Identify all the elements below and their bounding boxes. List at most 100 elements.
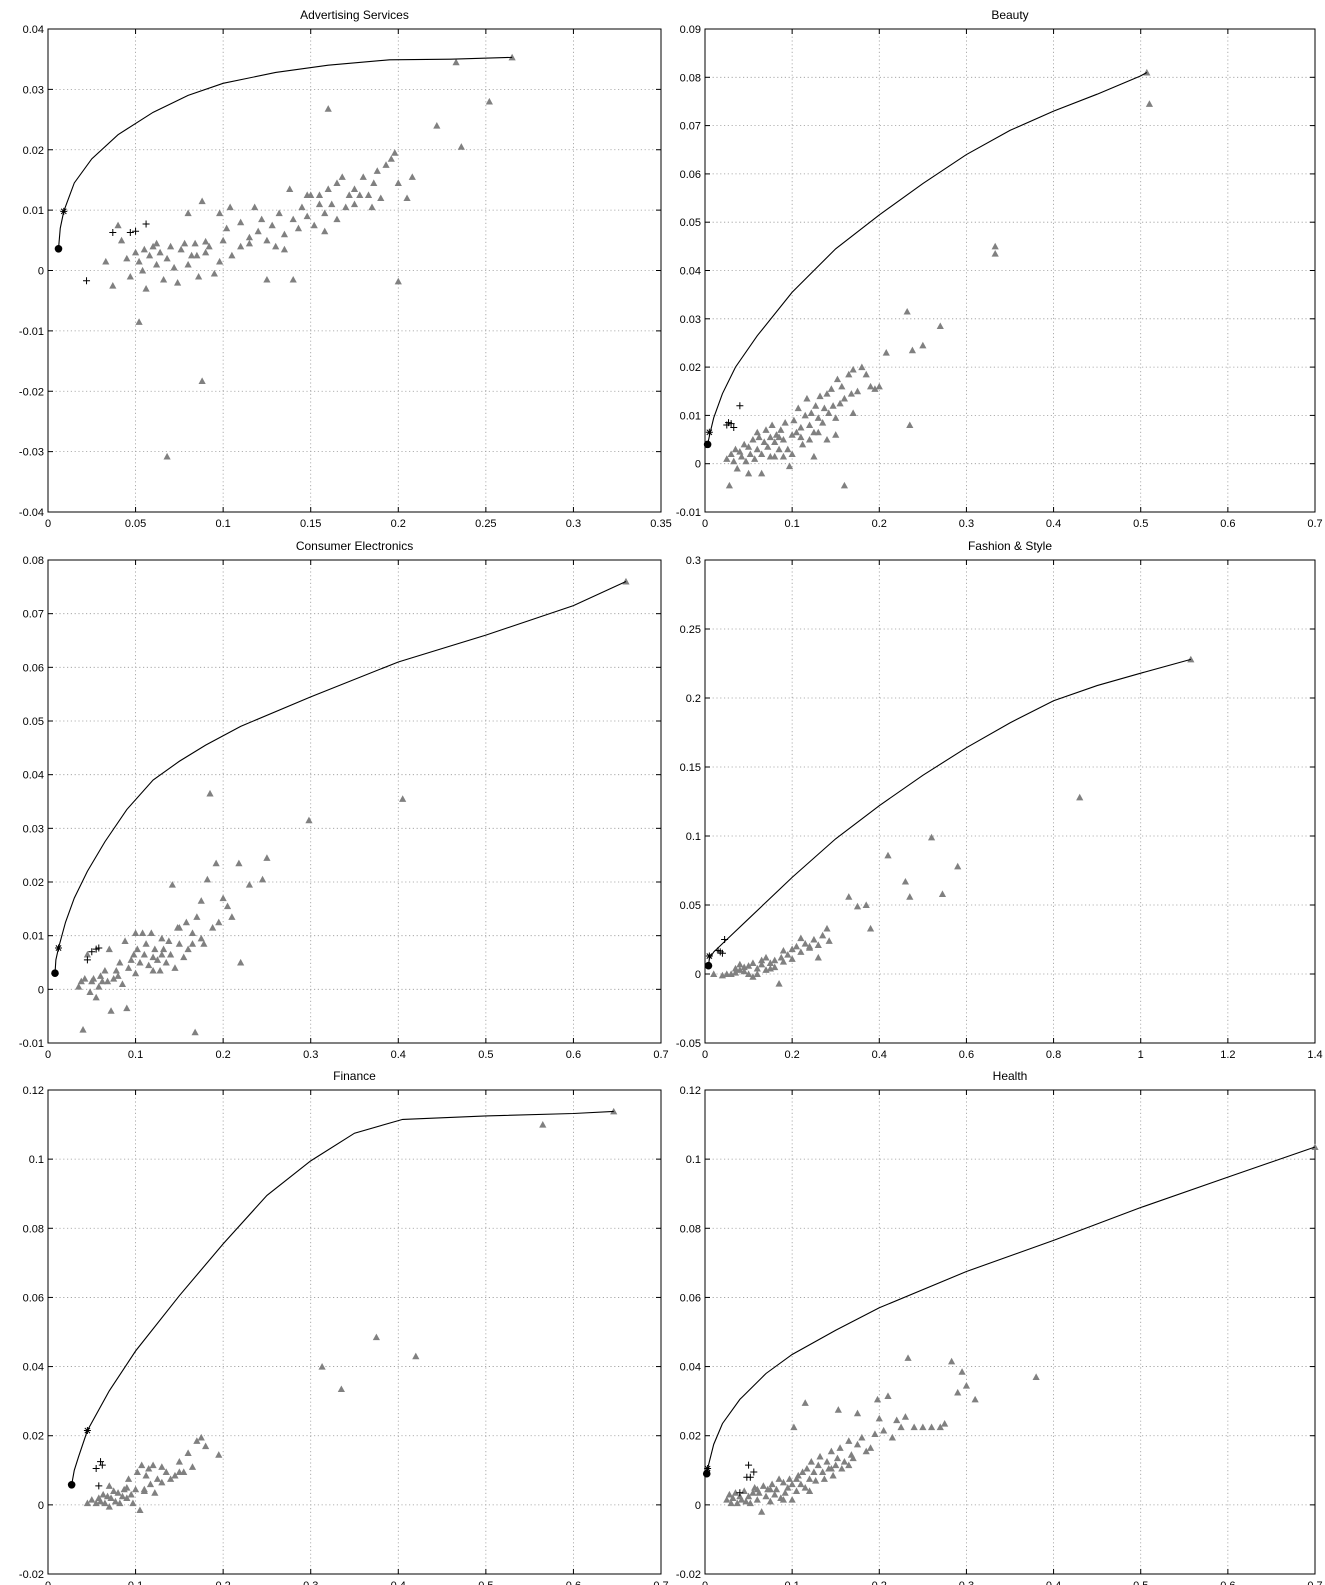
triangle-point bbox=[873, 1395, 882, 1403]
triangle-point bbox=[792, 428, 801, 436]
triangle-point bbox=[105, 945, 113, 953]
triangle-point bbox=[215, 1451, 223, 1458]
triangle-point bbox=[751, 455, 759, 462]
y-tick-label: 0.08 bbox=[680, 1223, 701, 1235]
triangle-point bbox=[840, 394, 849, 402]
triangle-point bbox=[880, 1426, 888, 1434]
grid bbox=[705, 560, 1315, 1043]
triangle-point bbox=[819, 1468, 827, 1476]
triangle-point bbox=[237, 958, 245, 966]
triangle-point bbox=[749, 959, 757, 966]
triangle-point bbox=[1311, 1143, 1319, 1151]
triangle-point bbox=[875, 382, 883, 390]
triangle-point bbox=[83, 1499, 92, 1507]
triangle-point bbox=[142, 1471, 150, 1479]
triangle-point bbox=[788, 945, 796, 953]
y-tick-label: 0.02 bbox=[680, 1431, 701, 1443]
triangle-point bbox=[294, 224, 303, 232]
x-tick-label: 0.4 bbox=[1046, 518, 1061, 530]
triangle-point bbox=[794, 404, 802, 412]
y-tick-label: 0.25 bbox=[680, 624, 701, 636]
plus-marker bbox=[83, 956, 91, 964]
x-tick-label: 0.4 bbox=[872, 1049, 887, 1061]
triangle-point bbox=[321, 227, 329, 235]
triangle-point bbox=[126, 272, 134, 280]
triangle-point bbox=[753, 964, 761, 972]
triangle-point bbox=[202, 1442, 210, 1450]
triangle-point bbox=[884, 851, 892, 859]
triangle-point bbox=[749, 973, 757, 980]
triangle-point bbox=[118, 1492, 127, 1500]
triangle-point bbox=[744, 469, 753, 477]
triangle-point bbox=[819, 419, 827, 426]
triangle-point bbox=[845, 893, 853, 900]
x-tick-label: 0.2 bbox=[215, 1580, 230, 1585]
triangle-point bbox=[723, 970, 731, 977]
triangle-point bbox=[114, 221, 122, 229]
y-tick-label: -0.01 bbox=[676, 507, 701, 519]
plus-marker bbox=[736, 1489, 744, 1497]
plus-marker bbox=[95, 1482, 103, 1490]
triangle-point bbox=[131, 248, 140, 256]
triangle-point bbox=[337, 1385, 345, 1393]
triangle-point bbox=[123, 1494, 131, 1501]
triangle-point bbox=[167, 1475, 175, 1482]
y-tick-label: 0.08 bbox=[23, 1223, 44, 1235]
triangle-point bbox=[356, 191, 364, 199]
triangle-point bbox=[315, 191, 324, 199]
triangle-point bbox=[342, 203, 350, 211]
triangle-point bbox=[258, 215, 266, 223]
triangle-point bbox=[152, 260, 161, 268]
triangle-point bbox=[866, 382, 875, 390]
triangle-point bbox=[145, 1464, 153, 1472]
triangle-point bbox=[772, 1485, 781, 1493]
x-tick-label: 0 bbox=[702, 1580, 708, 1585]
x-tick-label: 0.3 bbox=[303, 1049, 318, 1061]
triangle-point bbox=[1032, 1373, 1040, 1380]
triangle-point bbox=[228, 251, 236, 259]
triangle-point bbox=[200, 940, 208, 947]
chart-panel-6: 00.10.20.30.40.50.60.7-0.0200.020.040.06… bbox=[676, 1069, 1323, 1585]
triangle-point bbox=[275, 209, 283, 217]
x-tick-label: 0.3 bbox=[303, 1580, 318, 1585]
triangle-point bbox=[152, 239, 161, 247]
triangle-point bbox=[759, 1482, 767, 1489]
y-tick-label: 0.04 bbox=[23, 24, 44, 36]
y-tick-label: 0.15 bbox=[680, 762, 701, 774]
triangle-point bbox=[188, 1463, 197, 1470]
triangle-point bbox=[485, 97, 493, 105]
triangle-point bbox=[910, 1423, 918, 1431]
triangle-point bbox=[123, 1483, 131, 1491]
triangle-point bbox=[268, 221, 276, 229]
triangle-point bbox=[838, 382, 846, 390]
triangle-point bbox=[228, 913, 236, 920]
triangle-point bbox=[81, 975, 89, 982]
x-tick-label: 0.1 bbox=[215, 518, 230, 530]
triangle-point bbox=[845, 370, 853, 378]
triangle-point bbox=[801, 1399, 809, 1406]
triangle-point bbox=[936, 1423, 944, 1431]
y-tick-label: -0.01 bbox=[19, 326, 44, 338]
triangle-point bbox=[508, 53, 516, 61]
y-tick-label: 0.05 bbox=[680, 900, 701, 912]
triangle-point bbox=[790, 416, 798, 424]
triangle-point bbox=[198, 197, 206, 205]
triangle-point bbox=[184, 945, 192, 953]
triangle-point bbox=[165, 937, 173, 945]
triangle-point bbox=[209, 924, 217, 931]
triangle-point bbox=[177, 245, 185, 253]
triangle-point bbox=[452, 58, 460, 66]
triangle-point bbox=[382, 161, 390, 168]
triangle-point bbox=[77, 977, 85, 985]
triangle-point bbox=[903, 307, 911, 315]
triangle-point bbox=[131, 929, 140, 936]
min-point-dot bbox=[54, 244, 63, 253]
triangle-point bbox=[174, 278, 182, 286]
triangle-point bbox=[168, 881, 176, 888]
triangle-point bbox=[368, 203, 376, 211]
plus-marker bbox=[727, 420, 735, 428]
triangle-point bbox=[226, 203, 234, 211]
triangle-point bbox=[810, 452, 818, 460]
triangle-point bbox=[223, 224, 231, 232]
triangle-point bbox=[927, 1423, 936, 1431]
